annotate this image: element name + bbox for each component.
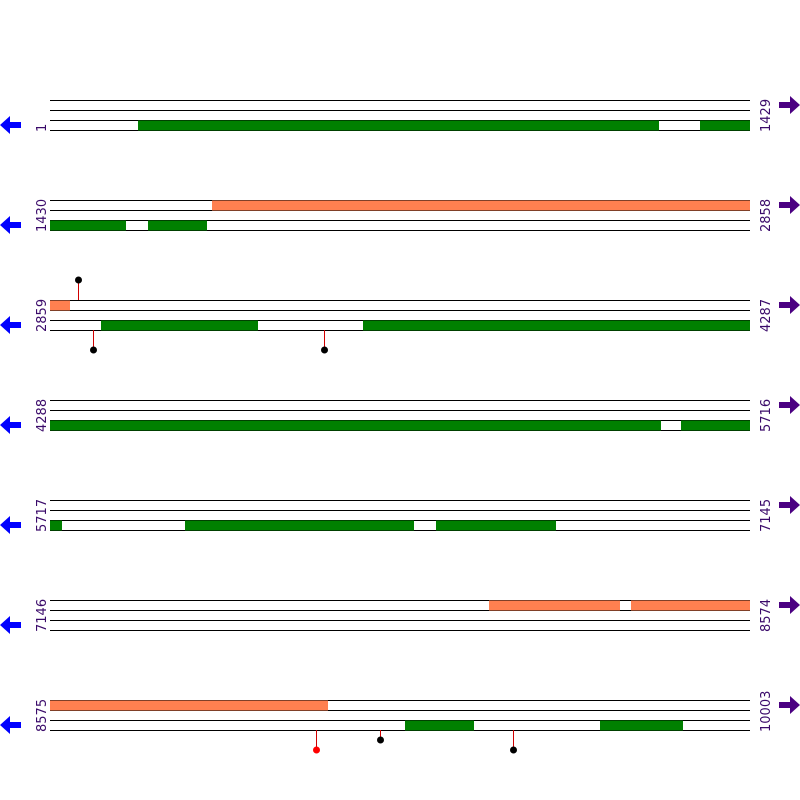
feature-block [138,120,659,131]
sequence-row: 4288 5716 [0,396,800,434]
forward-arrow [779,696,800,714]
forward-arrow [779,396,800,414]
reverse-arrow [0,316,21,334]
feature-block [600,720,683,731]
end-label: 7145 [759,499,774,532]
end-label: 8574 [759,599,774,632]
sequence-row: 5717 7145 [0,496,800,534]
sequence-row: 8575 10003 [0,691,800,754]
feature-block [50,420,661,431]
feature-block [363,320,750,331]
feature-block [212,200,750,211]
forward-arrow [779,196,800,214]
feature-block [681,420,750,431]
end-label: 2858 [759,199,774,232]
reverse-arrow [0,416,21,434]
sequence-row: 1430 2858 [0,196,800,234]
site-dot [75,276,82,284]
reverse-arrow [0,216,21,234]
start-label: 5717 [35,499,50,532]
feature-block [50,520,62,531]
end-label: 1429 [759,99,774,132]
feature-block [185,520,414,531]
forward-arrow [779,296,800,314]
start-label: 8575 [35,699,50,732]
sequence-row: 7146 8574 [0,596,800,634]
end-label: 4287 [759,299,774,332]
sequence-row: 2859 4287 [0,276,800,354]
feature-block [700,120,750,131]
site-dot [90,346,97,354]
feature-block [436,520,556,531]
feature-block [631,600,750,611]
site-dot [313,746,320,754]
site-dot [321,346,328,354]
feature-block [148,220,207,231]
feature-block [489,600,620,611]
forward-arrow [779,496,800,514]
feature-block [50,700,328,711]
feature-block [405,720,474,731]
reverse-arrow [0,516,21,534]
sequence-row: 1 1429 [0,96,800,134]
start-label: 4288 [35,399,50,432]
feature-block [50,300,70,311]
site-dot [377,736,384,744]
start-label: 1430 [35,199,50,232]
end-label: 10003 [759,691,774,732]
forward-arrow [779,596,800,614]
forward-arrow [779,96,800,114]
feature-block [101,320,258,331]
end-label: 5716 [759,399,774,432]
reverse-arrow [0,616,21,634]
site-dot [510,746,517,754]
start-label: 1 [35,124,50,132]
reverse-arrow [0,116,21,134]
start-label: 2859 [35,299,50,332]
start-label: 7146 [35,599,50,632]
feature-block [50,220,126,231]
reverse-arrow [0,716,21,734]
